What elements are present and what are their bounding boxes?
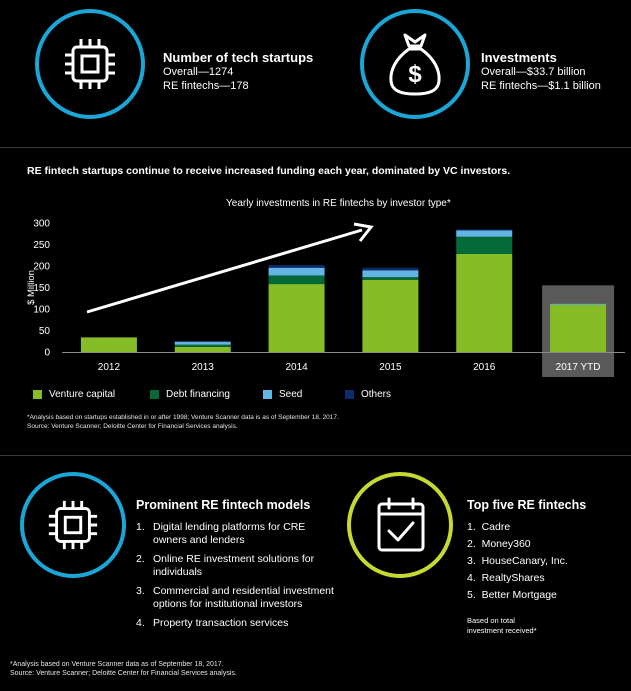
legend-swatch xyxy=(263,390,272,399)
list-item-text: Online RE investment solutions for indiv… xyxy=(153,553,315,578)
x-tick-label: 2016 xyxy=(473,362,496,373)
divider xyxy=(0,455,631,456)
stat-title: Number of tech startups xyxy=(163,50,314,65)
bar-segment xyxy=(174,341,231,345)
stat-line: Overall—1274 xyxy=(163,66,234,78)
bar-segment xyxy=(268,275,325,285)
y-tick-label: 0 xyxy=(44,348,50,359)
list-item: 1. Digital lending platforms for CRE owne… xyxy=(136,521,336,547)
top-five-icon-ring xyxy=(347,472,453,578)
x-tick-label: 2014 xyxy=(285,362,308,373)
models-icon-ring xyxy=(20,472,126,578)
legend-label: Seed xyxy=(279,389,303,400)
legend-swatch xyxy=(33,390,42,399)
models-title: Prominent RE fintech models xyxy=(136,498,311,512)
section-headline: RE fintech startups continue to receive … xyxy=(27,165,511,177)
y-tick-label: 100 xyxy=(33,305,50,316)
stat-line: RE fintechs—$1.1 billion xyxy=(481,80,601,92)
list-item-number: 4. xyxy=(136,617,145,629)
legend-swatch xyxy=(150,390,159,399)
svg-text:$: $ xyxy=(408,61,422,88)
y-tick-label: 50 xyxy=(39,326,51,337)
stat-title: Investments xyxy=(481,50,557,65)
footer-footnote: *Analysis based on Venture Scanner data … xyxy=(10,661,224,668)
y-tick-label: 300 xyxy=(33,219,50,230)
investment-bar-chart: 0 50 100 150 200 250 300 $ Million 2012 2013 2014 2… xyxy=(26,219,625,377)
bar-segment xyxy=(174,344,231,347)
stat-line: RE fintechs—178 xyxy=(163,80,249,92)
investments-icon-ring: $ xyxy=(360,9,470,119)
cpu-chip-icon xyxy=(65,39,115,89)
list-item-number: 1. xyxy=(136,521,145,533)
footer-note: *Analysis based on Venture Scanner data … xyxy=(10,660,237,678)
bar-segment xyxy=(456,236,513,254)
bar-segment xyxy=(174,346,231,352)
list-item-text: Property transaction services xyxy=(153,617,289,629)
legend-item: Seed xyxy=(263,389,302,400)
trend-arrow-head xyxy=(353,222,374,242)
y-axis-label: $ Million xyxy=(26,270,37,305)
investments-stat: Investments Overall—$33.7 billion RE fin… xyxy=(481,50,601,93)
bar-segment xyxy=(268,265,325,268)
divider xyxy=(0,147,631,148)
calendar-check-icon xyxy=(377,497,425,552)
bar-segment xyxy=(456,230,513,237)
tech-startups-stat: Number of tech startups Overall—1274 RE … xyxy=(163,50,313,93)
cpu-chip-icon xyxy=(48,500,98,550)
legend-item: Others xyxy=(345,389,391,400)
top-five-basis: Based on total investment received* xyxy=(467,616,537,635)
x-tick-label: 2012 xyxy=(98,362,121,373)
list-item-number: 2. xyxy=(136,553,145,565)
bar-segment xyxy=(268,267,325,276)
y-tick-label: 150 xyxy=(33,283,50,294)
top-five-title: Top five RE fintechs xyxy=(467,498,587,512)
tech-startups-icon-ring xyxy=(35,9,145,119)
legend-item: Venture capital xyxy=(33,389,115,400)
list-item: 5. Better Mortgage xyxy=(467,589,557,601)
top-five-panel: Top five RE fintechs 1. Cadre 2. Money360… xyxy=(467,498,617,636)
money-bag-icon: $ xyxy=(389,33,441,96)
footer-source: Source: Venture Scanner; Deloitte Center… xyxy=(10,670,237,677)
chart-footnote: *Analysis based on startups established … xyxy=(27,414,339,421)
bar-segment xyxy=(362,270,419,278)
list-item: 3. Commercial and residential investment … xyxy=(136,585,336,611)
bar-segment xyxy=(362,279,419,352)
top-five-list: 1. Cadre 2. Money360 3. HouseCanary, Inc. 4… xyxy=(467,521,617,602)
chart-title: Yearly investments in RE fintechs by inv… xyxy=(226,198,451,209)
stat-line: Overall—$33.7 billion xyxy=(481,66,586,78)
chart-source: Source: Venture Scanner; Deloitte Center… xyxy=(27,423,238,430)
x-tick-label: 2015 xyxy=(379,362,402,373)
list-item: 1. Cadre xyxy=(467,521,511,533)
legend-label: Others xyxy=(361,389,392,400)
models-list: 1. Digital lending platforms for CRE owne… xyxy=(136,521,336,630)
bar-segment xyxy=(456,253,513,352)
y-tick-label: 250 xyxy=(33,240,50,251)
list-item-text: Digital lending platforms for CRE owners… xyxy=(153,521,306,546)
list-item-number: 3. xyxy=(136,585,145,597)
models-panel: Prominent RE fintech models 1. Digital le… xyxy=(136,498,336,636)
chart-note: *Analysis based on startups established … xyxy=(27,413,339,431)
list-item: 2. Online RE investment solutions for ind… xyxy=(136,553,336,579)
trend-arrow-line xyxy=(86,228,363,314)
bar-segment xyxy=(362,267,419,271)
y-tick-label: 200 xyxy=(33,262,50,273)
legend-label: Venture capital xyxy=(49,389,116,400)
x-tick-label: 2017 YTD xyxy=(556,362,601,373)
bar-segment xyxy=(456,229,513,231)
list-item: 4. RealtyShares xyxy=(467,572,545,584)
bar-segment xyxy=(550,304,607,352)
bar-segment xyxy=(362,277,419,280)
list-item: 3. HouseCanary, Inc. xyxy=(467,555,568,567)
bar-segment xyxy=(80,337,137,352)
legend-item: Debt financing xyxy=(150,389,230,400)
list-item: 4. Property transaction services xyxy=(136,617,336,630)
bar-segment xyxy=(550,303,607,305)
x-tick-label: 2013 xyxy=(192,362,215,373)
legend-swatch xyxy=(345,390,354,399)
list-item-text: Commercial and residential investment op… xyxy=(153,585,334,610)
list-item: 2. Money360 xyxy=(467,538,531,550)
bar-segment xyxy=(268,284,325,352)
legend-label: Debt financing xyxy=(166,389,230,400)
